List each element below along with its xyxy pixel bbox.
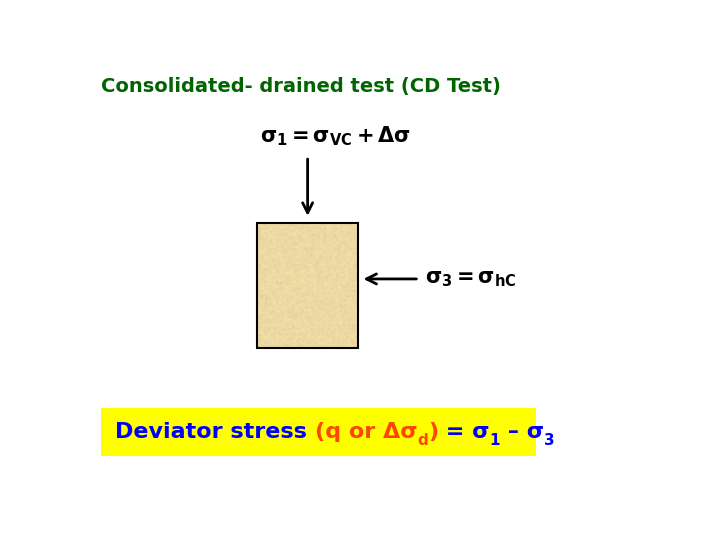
Text: – σ: – σ xyxy=(500,422,544,442)
Text: ): ) xyxy=(428,422,438,442)
Text: $\mathbf{\sigma_3 = \sigma_{hC}}$: $\mathbf{\sigma_3 = \sigma_{hC}}$ xyxy=(425,269,516,289)
Text: Consolidated- drained test (CD Test): Consolidated- drained test (CD Test) xyxy=(101,77,501,96)
Bar xyxy=(101,408,536,456)
Text: $\mathbf{\sigma_1 = \sigma_{VC} + \Delta\sigma}$: $\mathbf{\sigma_1 = \sigma_{VC} + \Delta… xyxy=(260,124,411,148)
Text: 3: 3 xyxy=(544,434,555,448)
Text: Deviator stress: Deviator stress xyxy=(115,422,315,442)
Text: (q or Δσ: (q or Δσ xyxy=(315,422,418,442)
Text: = σ: = σ xyxy=(438,422,490,442)
Text: d: d xyxy=(418,434,428,448)
Bar xyxy=(258,223,358,348)
Text: 1: 1 xyxy=(490,434,500,448)
